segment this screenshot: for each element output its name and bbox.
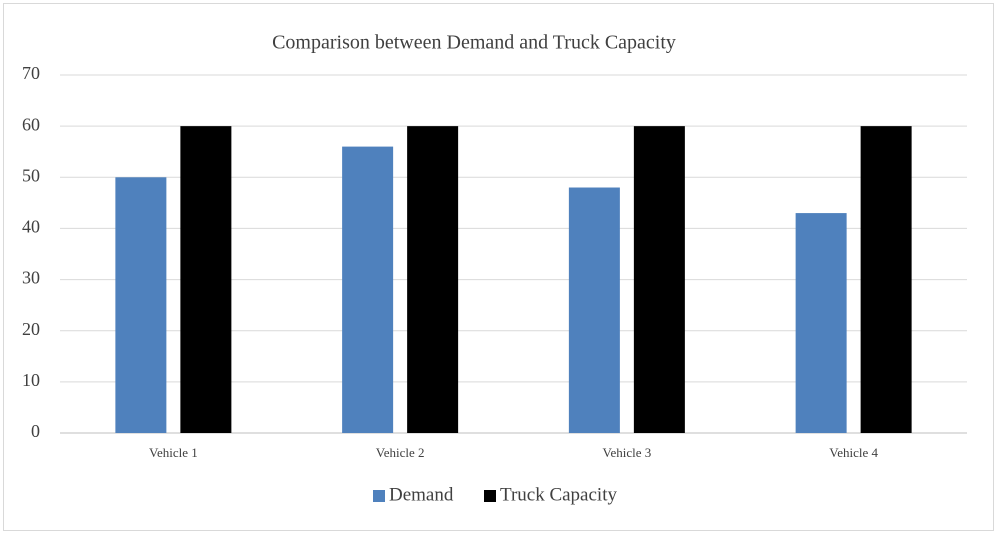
x-tick-label: Vehicle 1: [149, 445, 198, 460]
bar: [342, 146, 394, 433]
y-tick-label: 50: [22, 165, 40, 185]
bar: [407, 126, 459, 434]
y-tick-label: 60: [22, 114, 40, 134]
y-tick-label: 40: [22, 217, 40, 237]
chart-title: Comparison between Demand and Truck Capa…: [272, 32, 676, 54]
y-tick-label: 10: [22, 370, 40, 390]
y-tick-label: 30: [22, 268, 40, 288]
bar: [180, 126, 232, 434]
legend-swatch: [373, 490, 385, 502]
x-tick-label: Vehicle 3: [603, 445, 652, 460]
legend-label: Demand: [389, 484, 454, 505]
x-tick-label: Vehicle 2: [376, 445, 425, 460]
legend-swatch: [484, 490, 496, 502]
x-tick-label: Vehicle 4: [829, 445, 878, 460]
bar: [795, 213, 847, 433]
bar: [860, 126, 912, 434]
legend-label: Truck Capacity: [500, 484, 617, 505]
y-tick-label: 70: [22, 63, 40, 83]
bar: [633, 126, 685, 434]
y-tick-label: 0: [31, 421, 40, 441]
bar: [568, 187, 620, 433]
y-tick-label: 20: [22, 319, 40, 339]
bar: [115, 177, 167, 433]
